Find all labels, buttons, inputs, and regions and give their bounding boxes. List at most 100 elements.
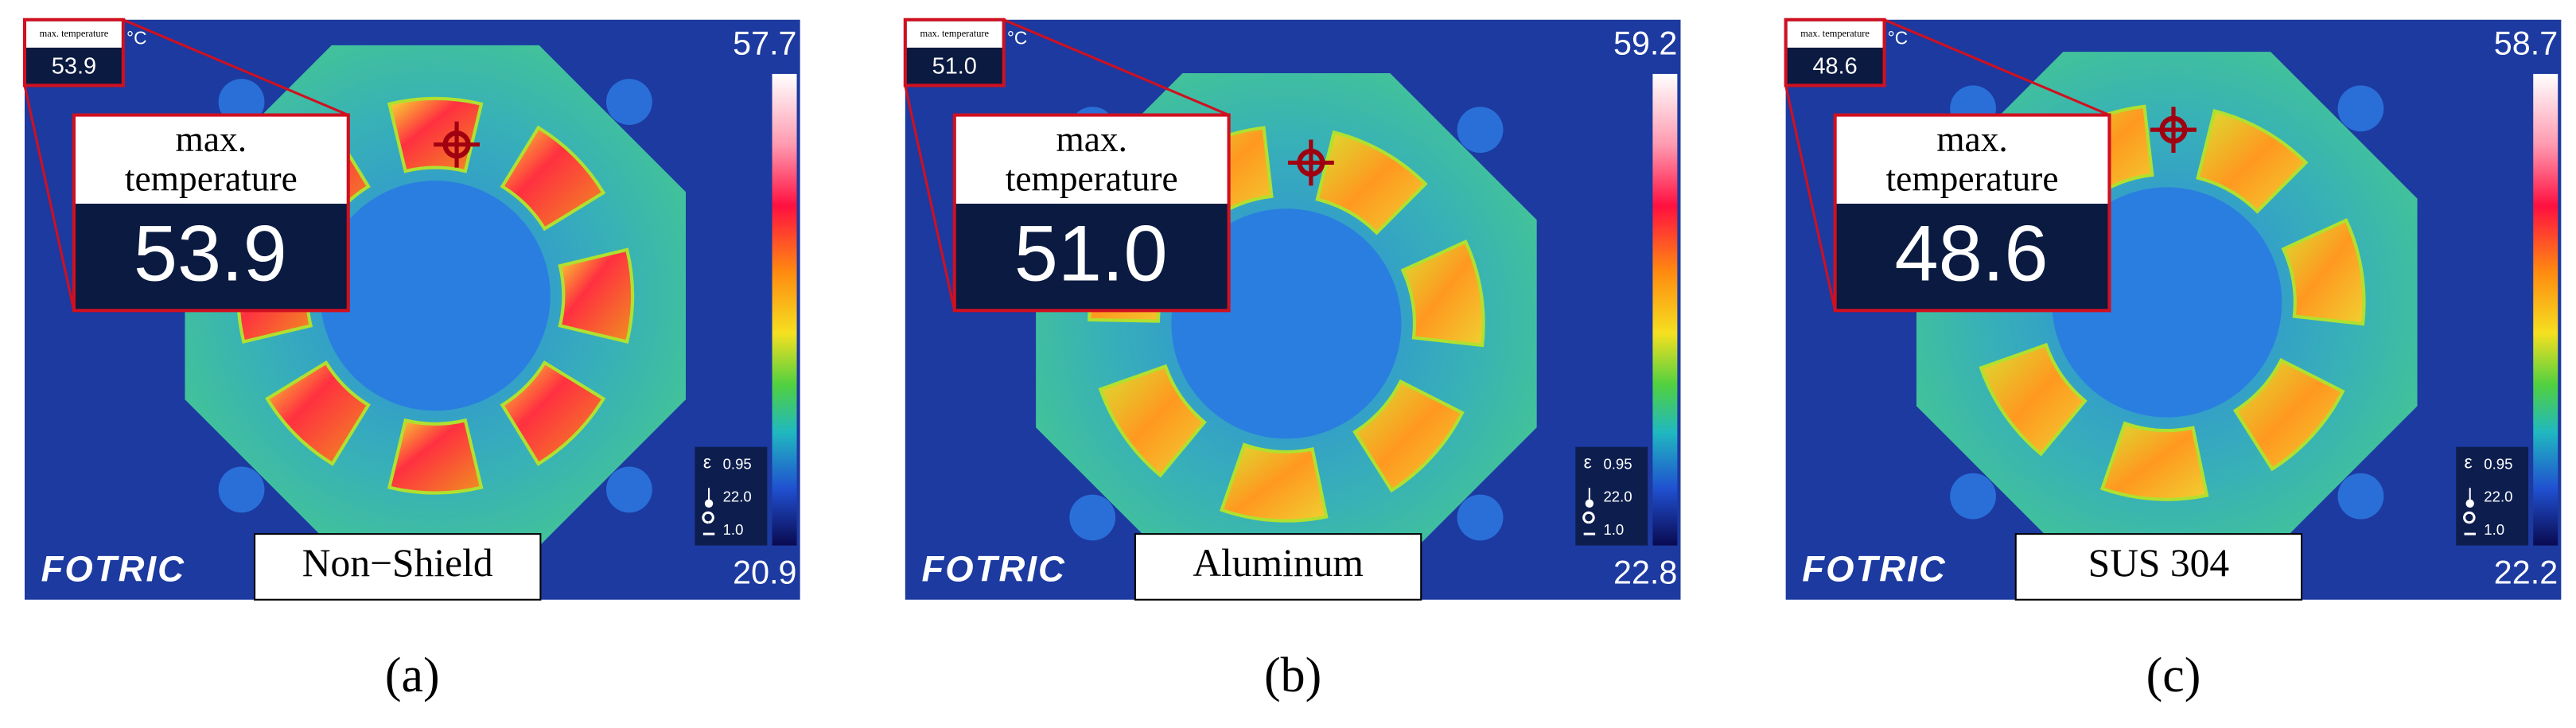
bolt-hole — [1069, 494, 1116, 541]
unit: °C — [1888, 28, 1908, 49]
unit: °C — [126, 28, 146, 49]
coil-segment — [2099, 421, 2209, 501]
material-box — [1134, 533, 1422, 601]
scale-min: 22.2 — [2494, 555, 2558, 591]
params-box — [2456, 446, 2529, 546]
callout-bottom — [1835, 204, 2110, 311]
callout-frame — [952, 113, 1231, 313]
small-readout-title-bg — [906, 21, 1002, 48]
logo: FOTRIC — [1802, 549, 1946, 590]
callout-value: 51.0 — [1014, 209, 1168, 298]
ambient: 22.0 — [1603, 489, 1632, 505]
small-readout-title: max. temperature — [920, 28, 989, 39]
callout-title-box: max. temperature — [1885, 118, 2059, 199]
callout-top — [954, 115, 1229, 204]
thermal-panel: max. temperature 51.0 °C max. temperature 51… — [903, 18, 1681, 703]
distance: 1.0 — [723, 521, 744, 538]
bolt-hole — [218, 466, 265, 513]
zoom-lines — [904, 18, 1230, 311]
callout-title-box: max. temperature — [1005, 118, 1178, 199]
callout-title: max. temperature — [1885, 118, 2059, 199]
small-readout-title: max. temperature — [1800, 28, 1870, 39]
logo: FOTRIC — [921, 549, 1065, 590]
unit: °C — [1007, 28, 1027, 49]
callout-bottom — [73, 204, 348, 311]
coil-segment — [1220, 442, 1329, 523]
callout-title: max. temperature — [124, 118, 298, 199]
callout-frame — [1833, 113, 2111, 313]
emissivity: 0.95 — [2484, 455, 2512, 472]
small-readout-value: 53.9 — [52, 53, 96, 79]
zoom-lines — [1784, 18, 2111, 311]
caption: (b) — [1264, 648, 1321, 703]
rotor-center — [320, 181, 551, 411]
material-box — [2014, 533, 2303, 601]
bolt-hole — [1457, 107, 1504, 154]
thermal-panel: max. temperature 48.6 °C max. temperature 48… — [1784, 18, 2562, 703]
material-label: SUS 304 — [2088, 541, 2230, 585]
bolt-hole — [605, 79, 652, 125]
coil-segment — [500, 360, 606, 466]
material-box — [254, 533, 542, 601]
coil-segment — [500, 125, 606, 232]
bolt-hole — [1457, 494, 1504, 541]
material-label: Aluminum — [1193, 541, 1364, 585]
coil-segment — [1400, 239, 1485, 348]
distance: 1.0 — [2484, 521, 2504, 538]
max-marker-cross — [2150, 107, 2197, 154]
coil-segment — [1098, 364, 1207, 478]
callout-value: 53.9 — [134, 209, 287, 298]
coil-segment — [387, 418, 484, 495]
bolt-hole — [2337, 85, 2384, 132]
coil-segment — [387, 96, 484, 173]
location-icon — [702, 511, 715, 535]
location-icon — [1582, 511, 1596, 535]
coil-segment — [2281, 218, 2366, 326]
small-readout-value: 51.0 — [932, 53, 977, 79]
logo: FOTRIC — [41, 549, 185, 590]
scale-min: 20.9 — [733, 555, 796, 591]
color-scale — [1652, 73, 1678, 546]
small-readout-value: 48.6 — [1812, 53, 1857, 79]
emissivity-symbol: ε — [1584, 451, 1592, 472]
params-box — [695, 446, 768, 546]
coil-segment — [2232, 357, 2345, 472]
emissivity-symbol: ε — [703, 451, 711, 472]
callout-top — [73, 115, 348, 204]
max-marker-cross — [434, 121, 480, 168]
location-icon — [2463, 511, 2476, 535]
material-label: Non−Shield — [302, 541, 493, 585]
max-marker-cross — [1287, 139, 1334, 186]
coil-segment — [1352, 379, 1465, 493]
params-box — [1575, 446, 1648, 546]
emissivity: 0.95 — [723, 455, 752, 472]
emissivity: 0.95 — [1603, 455, 1632, 472]
thermometer-icon — [704, 488, 714, 508]
coil-segment — [1979, 342, 2088, 457]
ambient: 22.0 — [723, 489, 752, 505]
callout-top — [1835, 115, 2110, 204]
scale-max: 57.7 — [733, 25, 796, 62]
thermal-panel: max. temperature 53.9 °C max. temperature 53… — [22, 18, 800, 703]
scale-min: 22.8 — [1613, 555, 1677, 591]
small-readout-title: max. temperature — [40, 28, 109, 39]
small-readout-title-bg — [1787, 21, 1883, 48]
thermometer-icon — [2465, 488, 2474, 508]
bolt-hole — [2337, 473, 2384, 520]
coil-segment — [2196, 109, 2309, 214]
bolt-hole — [605, 466, 652, 513]
small-readout-title-bg — [26, 21, 122, 48]
emissivity-symbol: ε — [2465, 451, 2473, 472]
bolt-hole — [1950, 473, 1996, 520]
scale-max: 59.2 — [1613, 25, 1677, 62]
callout-value: 48.6 — [1895, 209, 2049, 298]
caption: (a) — [385, 648, 440, 703]
scale-max: 58.7 — [2494, 25, 2558, 62]
callout-title-box: max. temperature — [124, 118, 298, 199]
distance: 1.0 — [1603, 521, 1624, 538]
callout-title: max. temperature — [1005, 118, 1178, 199]
ambient: 22.0 — [2484, 489, 2512, 505]
thermometer-icon — [1585, 488, 1594, 508]
